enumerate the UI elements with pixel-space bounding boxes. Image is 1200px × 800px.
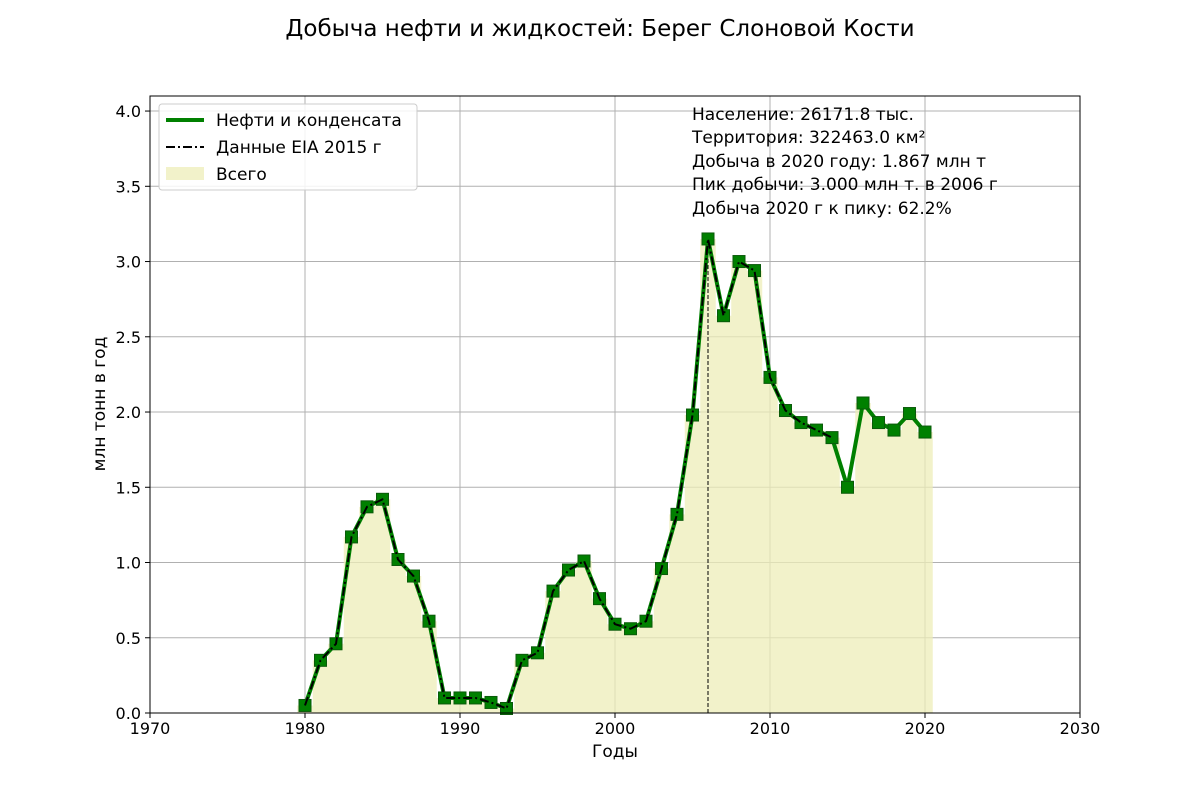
info-population: Население: 26171.8 тыс. <box>692 105 914 125</box>
x-tick-label: 2010 <box>750 719 791 738</box>
data-point-oil <box>500 701 513 715</box>
x-axis-label: Годы <box>592 742 638 762</box>
y-tick-label: 3.0 <box>116 253 141 272</box>
x-tick-label: 1990 <box>440 719 481 738</box>
data-point-oil <box>887 423 901 437</box>
data-point-oil <box>810 423 823 437</box>
y-tick-label: 1.5 <box>116 478 141 497</box>
y-tick-label: 0.0 <box>116 704 141 723</box>
data-point-oil <box>918 425 932 439</box>
x-axis-ticks: 1970 1980 1990 2000 2010 2020 2030 <box>130 713 1101 738</box>
x-tick-label: 1970 <box>130 719 171 738</box>
info-peak: Пик добычи: 3.000 млн т. в 2006 г <box>692 175 998 195</box>
y-tick-label: 2.5 <box>116 328 141 347</box>
x-tick-label: 2000 <box>595 719 636 738</box>
info-ratio-to-peak: Добыча 2020 г к пику: 62.2% <box>692 199 952 219</box>
x-tick-label: 1980 <box>285 719 326 738</box>
y-tick-label: 2.0 <box>116 403 141 422</box>
data-point-oil <box>701 232 715 246</box>
x-tick-label: 2020 <box>905 719 946 738</box>
data-point-oil <box>670 507 684 521</box>
data-point-oil <box>484 695 498 709</box>
legend-box <box>158 103 418 191</box>
plot-area: 1970 1980 1990 2000 2010 2020 2030 0.0 0.5 1.0 1.… <box>116 95 1101 738</box>
chart-title: Добыча нефти и жидкостей: Берег Слоновой… <box>285 16 914 42</box>
y-tick-label: 4.0 <box>116 102 141 121</box>
y-axis-label: млн тонн в год <box>90 337 110 472</box>
info-block: Население: 26171.8 тыс. Территория: 3224… <box>691 105 998 219</box>
data-point-oil <box>717 309 730 323</box>
legend: Нефти и конденсата Данные EIA 2015 г Все… <box>158 103 418 191</box>
legend-label-eia: Данные EIA 2015 г <box>216 138 382 158</box>
y-tick-label: 3.5 <box>116 177 141 196</box>
info-production-2020: Добыча в 2020 году: 1.867 млн т <box>692 152 986 172</box>
area-total <box>297 238 933 713</box>
y-axis-ticks: 0.0 0.5 1.0 1.5 2.0 2.5 3.0 3.5 4.0 <box>116 102 150 723</box>
data-point-oil <box>856 396 870 410</box>
data-point-oil <box>841 480 854 494</box>
x-tick-label: 2030 <box>1060 719 1101 738</box>
data-point-oil <box>515 653 529 667</box>
data-point-oil <box>872 416 885 430</box>
data-point-oil <box>562 563 575 577</box>
data-point-oil <box>903 407 916 421</box>
y-tick-label: 0.5 <box>116 629 141 648</box>
data-point-oil <box>531 646 544 660</box>
legend-swatch-total <box>166 167 204 180</box>
data-point-oil <box>577 554 591 568</box>
y-tick-label: 1.0 <box>116 554 141 573</box>
legend-label-total: Всего <box>216 165 267 185</box>
series-line-eia <box>304 237 833 710</box>
info-territory: Территория: 322463.0 км² <box>691 128 925 148</box>
area-layer <box>297 238 933 713</box>
data-point-oil <box>825 431 839 445</box>
data-point-oil <box>732 255 746 269</box>
legend-label-oil: Нефти и конденсата <box>216 111 402 131</box>
marker-layer <box>298 232 932 715</box>
